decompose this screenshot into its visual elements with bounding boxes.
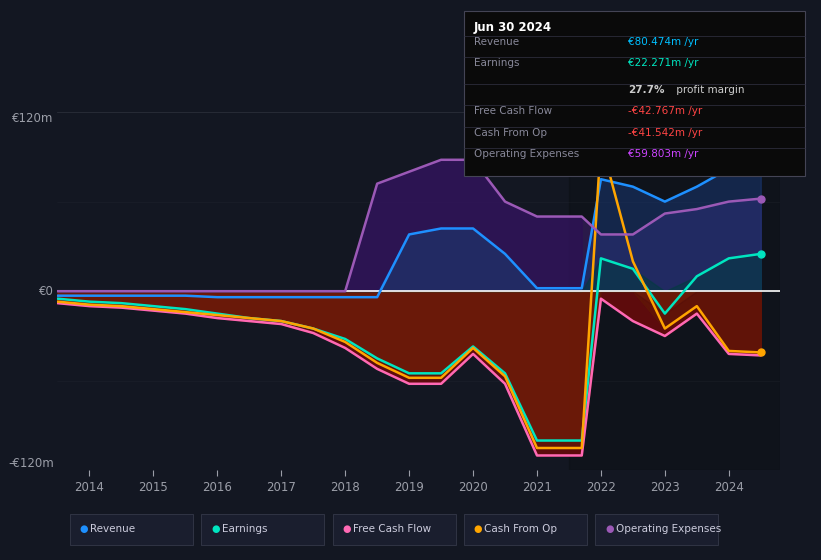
Text: €0: €0 [39, 284, 54, 298]
Text: Revenue: Revenue [90, 524, 135, 534]
Text: ●: ● [605, 524, 613, 534]
Text: Operating Expenses: Operating Expenses [616, 524, 721, 534]
Text: 27.7%: 27.7% [628, 85, 664, 95]
Text: Cash From Op: Cash From Op [484, 524, 557, 534]
Text: -€42.767m /yr: -€42.767m /yr [628, 106, 702, 116]
Text: Earnings: Earnings [474, 58, 519, 68]
Text: Free Cash Flow: Free Cash Flow [353, 524, 431, 534]
Text: ●: ● [474, 524, 482, 534]
Text: Jun 30 2024: Jun 30 2024 [474, 21, 552, 34]
Text: profit margin: profit margin [673, 85, 745, 95]
Text: €120m: €120m [12, 112, 54, 125]
Text: €80.474m /yr: €80.474m /yr [628, 37, 699, 47]
Text: Revenue: Revenue [474, 37, 519, 47]
Bar [569, 112, 780, 470]
Text: -€120m: -€120m [8, 458, 54, 470]
Text: ●: ● [211, 524, 219, 534]
Text: Cash From Op: Cash From Op [474, 128, 547, 138]
Text: Operating Expenses: Operating Expenses [474, 149, 579, 159]
Text: Free Cash Flow: Free Cash Flow [474, 106, 552, 116]
Text: €59.803m /yr: €59.803m /yr [628, 149, 699, 159]
Text: €22.271m /yr: €22.271m /yr [628, 58, 699, 68]
Text: Earnings: Earnings [222, 524, 267, 534]
Text: ●: ● [80, 524, 88, 534]
Text: ●: ● [342, 524, 351, 534]
Text: -€41.542m /yr: -€41.542m /yr [628, 128, 702, 138]
